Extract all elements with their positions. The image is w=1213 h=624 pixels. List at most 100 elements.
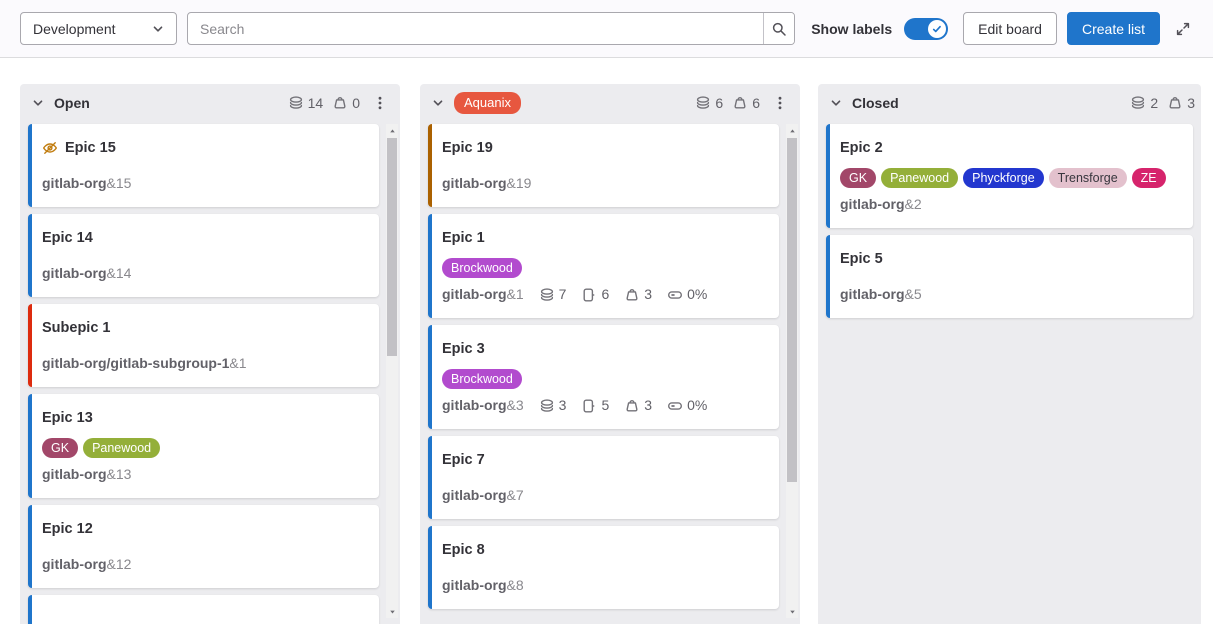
weight-count-value: 6 bbox=[752, 95, 760, 111]
edit-board-button[interactable]: Edit board bbox=[963, 12, 1057, 45]
stat-value: 5 bbox=[601, 397, 610, 413]
epic-card[interactable]: Epic 19 gitlab-org&19 bbox=[428, 124, 779, 207]
epic-reference: gitlab-org&3 bbox=[442, 396, 524, 415]
epic-card[interactable]: Epic 2 GK Panewood Phyckforge Trensforge ZE gi… bbox=[826, 124, 1193, 228]
toggle-knob bbox=[928, 19, 947, 38]
board-list-open: Open 14 0 Epic 15 gitlab-org&15 Epic 14 gitlab… bbox=[20, 84, 400, 624]
scroll-down-arrow[interactable] bbox=[386, 605, 398, 617]
epic-card[interactable]: Epic 13 GK Panewood gitlab-org&13 bbox=[28, 394, 379, 498]
card-meta: gitlab-org&8 bbox=[442, 576, 767, 595]
epic-card[interactable]: Epic 1 Brockwood gitlab-org&1 7 6 3 0% bbox=[428, 214, 779, 318]
column-weight-count: 0 bbox=[332, 95, 360, 111]
progress-icon bbox=[667, 287, 683, 303]
epic-ref-id: &3 bbox=[506, 397, 524, 413]
board-toolbar: Development Show labels Edit board Creat… bbox=[0, 0, 1213, 58]
epic-ref-path: gitlab-org bbox=[42, 556, 107, 572]
epic-card[interactable]: Subepic 1 gitlab-org/gitlab-subgroup-1&1 bbox=[28, 304, 379, 387]
epic-label[interactable]: Panewood bbox=[83, 438, 161, 458]
epic-card[interactable]: Epic 7 gitlab-org&7 bbox=[428, 436, 779, 519]
weight-icon bbox=[624, 287, 640, 303]
epic-reference: gitlab-org&2 bbox=[840, 195, 922, 214]
card-meta: gitlab-org&19 bbox=[442, 174, 767, 193]
card-meta: gitlab-org&3 3 5 3 0% bbox=[442, 396, 767, 415]
board-list-closed: Closed 2 3 Epic 2 GK Panewood Phyckforge Trensf… bbox=[818, 84, 1201, 624]
card-title-row: Epic 14 bbox=[42, 228, 367, 248]
card-title-row: Epic 13 bbox=[42, 408, 367, 428]
collapse-column-button[interactable] bbox=[424, 89, 452, 117]
epic-title: Epic 12 bbox=[42, 521, 93, 537]
progress-icon bbox=[667, 398, 683, 414]
label-list: GK Panewood bbox=[42, 438, 367, 458]
epic-ref-id: &1 bbox=[229, 355, 247, 371]
column-epic-count: 6 bbox=[695, 95, 723, 111]
column-menu-button[interactable] bbox=[366, 89, 394, 117]
weight-stat: 3 bbox=[624, 396, 652, 415]
stat-value: 3 bbox=[558, 397, 567, 413]
epic-card[interactable]: Epic 8 gitlab-org&8 bbox=[428, 526, 779, 609]
issue-stat: 5 bbox=[581, 396, 609, 415]
weight-icon bbox=[732, 95, 748, 111]
epic-label[interactable]: ZE bbox=[1131, 168, 1166, 188]
card-title-row: Epic 15 bbox=[42, 138, 367, 158]
epic-card[interactable]: Epic 15 gitlab-org&15 bbox=[28, 124, 379, 207]
show-labels-label: Show labels bbox=[811, 20, 893, 37]
chevron-icon bbox=[430, 95, 446, 111]
column-scrollbar[interactable] bbox=[386, 124, 398, 618]
show-labels-toggle[interactable] bbox=[904, 17, 949, 40]
epic-count-value: 6 bbox=[715, 95, 724, 111]
epic-reference: gitlab-org&7 bbox=[442, 486, 524, 505]
stat-value: 0% bbox=[687, 397, 708, 413]
search-icon bbox=[771, 21, 787, 37]
check-icon bbox=[933, 25, 942, 32]
column-scrollbar[interactable] bbox=[786, 124, 798, 618]
epic-ref-path: gitlab-org bbox=[840, 196, 905, 212]
card-list: Epic 2 GK Panewood Phyckforge Trensforge ZE gi… bbox=[818, 122, 1201, 624]
stat-value: 7 bbox=[558, 286, 567, 302]
epic-label[interactable]: Brockwood bbox=[442, 258, 522, 278]
epic-reference: gitlab-org&13 bbox=[42, 465, 131, 484]
kebab-icon bbox=[772, 95, 788, 111]
epic-label[interactable]: Phyckforge bbox=[963, 168, 1044, 188]
collapse-column-button[interactable] bbox=[822, 89, 850, 117]
scrollbar-thumb[interactable] bbox=[787, 138, 797, 482]
collapse-column-button[interactable] bbox=[24, 89, 52, 117]
board-select[interactable]: Development bbox=[20, 12, 177, 45]
scroll-down-arrow[interactable] bbox=[786, 605, 798, 617]
column-weight-count: 6 bbox=[732, 95, 760, 111]
column-menu-button[interactable] bbox=[766, 89, 794, 117]
search-input[interactable] bbox=[188, 13, 764, 44]
epic-card[interactable]: Epic 14 gitlab-org&14 bbox=[28, 214, 379, 297]
epic-title: Epic 1 bbox=[442, 230, 485, 246]
epic-label[interactable]: Trensforge bbox=[1048, 168, 1127, 188]
stat-value: 6 bbox=[601, 286, 610, 302]
epic-ref-path: gitlab-org bbox=[442, 487, 507, 503]
epic-card[interactable]: Epic 3 Brockwood gitlab-org&3 3 5 3 0% bbox=[428, 325, 779, 429]
epic-label[interactable]: Panewood bbox=[881, 168, 959, 188]
stat-value: 3 bbox=[644, 286, 653, 302]
epic-label[interactable]: GK bbox=[42, 438, 79, 458]
epic-label[interactable]: Brockwood bbox=[442, 369, 522, 389]
board-select-value: Development bbox=[33, 20, 116, 37]
epic-stat: 7 bbox=[539, 285, 567, 304]
epic-ref-path: gitlab-org bbox=[42, 466, 107, 482]
card-meta: gitlab-org&13 bbox=[42, 465, 367, 484]
maximize-icon bbox=[1175, 21, 1191, 37]
scroll-up-arrow[interactable] bbox=[786, 125, 798, 137]
eyeSlash-icon bbox=[42, 140, 58, 156]
create-list-button[interactable]: Create list bbox=[1066, 12, 1160, 45]
weight-stat: 3 bbox=[624, 285, 652, 304]
column-weight-count: 3 bbox=[1167, 95, 1195, 111]
epic-ref-id: &15 bbox=[106, 175, 132, 191]
epic-label[interactable]: GK bbox=[840, 168, 877, 188]
epic-card[interactable]: Epic 5 gitlab-org&5 bbox=[826, 235, 1193, 318]
epic-reference: gitlab-org&19 bbox=[442, 174, 531, 193]
column-title: Open bbox=[54, 95, 90, 111]
issue-icon bbox=[581, 287, 597, 303]
epic-card-partial[interactable] bbox=[28, 595, 379, 624]
scrollbar-thumb[interactable] bbox=[387, 138, 397, 356]
maximize-button[interactable] bbox=[1169, 15, 1197, 43]
epic-card[interactable]: Epic 12 gitlab-org&12 bbox=[28, 505, 379, 588]
search-button[interactable] bbox=[763, 13, 795, 44]
scroll-up-arrow[interactable] bbox=[386, 125, 398, 137]
epic-ref-id: &5 bbox=[904, 286, 922, 302]
